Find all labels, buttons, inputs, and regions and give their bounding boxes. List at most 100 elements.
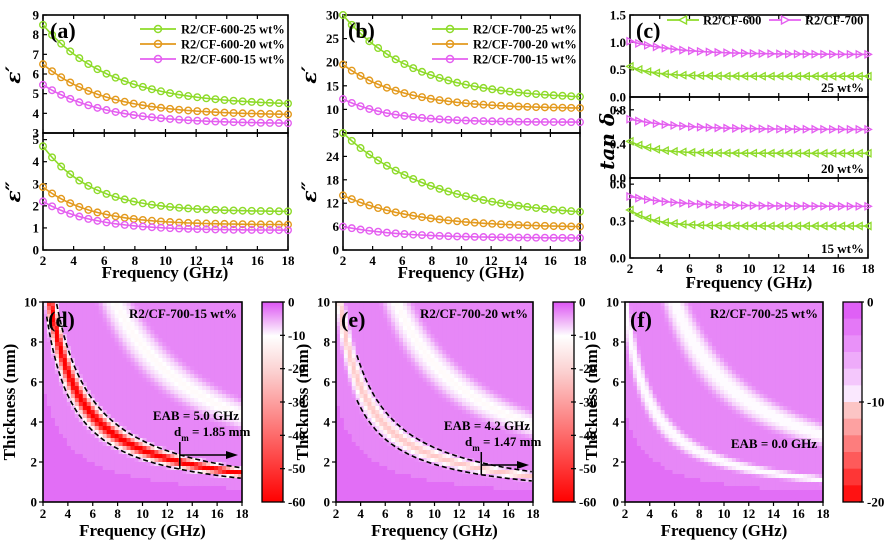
heat-cell <box>230 426 235 431</box>
heat-cell <box>458 334 463 339</box>
heat-cell <box>218 478 223 483</box>
heat-cell <box>130 478 136 483</box>
heat-cell <box>118 394 124 399</box>
data-point <box>549 91 558 100</box>
heat-cell <box>66 478 72 483</box>
heat-cell <box>182 342 187 347</box>
heat-cell <box>90 458 96 463</box>
data-point <box>864 49 873 59</box>
heat-cell <box>343 338 349 343</box>
heat-cell <box>70 306 76 311</box>
heat-cell <box>126 386 132 391</box>
heat-cell <box>430 366 436 371</box>
heat-cell <box>46 494 52 499</box>
heat-cell <box>182 374 187 379</box>
heat-cell <box>347 470 353 475</box>
heat-cell <box>379 338 384 343</box>
heat-cell <box>54 426 60 431</box>
heat-cell <box>122 366 128 371</box>
heat-cell <box>355 378 361 383</box>
heat-cell <box>138 470 144 475</box>
heat-cell <box>78 322 84 327</box>
heat-cell <box>198 430 203 435</box>
heat-cell <box>86 466 92 471</box>
heat-cell <box>343 342 349 347</box>
heat-cell <box>222 402 227 407</box>
heat-cell <box>355 314 361 319</box>
heat-cell <box>379 422 384 427</box>
heat-cell <box>86 474 92 479</box>
heat-cell <box>414 418 420 423</box>
heat-cell <box>355 342 361 347</box>
data-point <box>175 115 184 124</box>
data-point <box>811 49 820 59</box>
data-point <box>184 106 193 115</box>
heat-cell <box>238 374 242 379</box>
heat-cell <box>402 302 408 307</box>
heat-cell <box>442 458 447 463</box>
heat-cell <box>222 426 227 431</box>
heat-cell <box>234 334 239 339</box>
data-point <box>739 148 749 158</box>
heat-cell <box>166 394 171 399</box>
data-point <box>660 69 669 79</box>
data-point <box>147 200 156 209</box>
heat-cell <box>122 438 128 443</box>
heat-cell <box>142 454 148 459</box>
heat-cell <box>210 366 215 371</box>
heat-cell <box>170 342 175 347</box>
data-point <box>444 97 453 106</box>
heat-cell <box>158 318 163 323</box>
heat-cell <box>387 310 392 315</box>
heat-cell <box>114 390 120 395</box>
heat-cell <box>395 378 400 383</box>
heat-cell <box>118 446 124 451</box>
heat-cell <box>379 386 384 391</box>
heat-cell <box>387 398 392 403</box>
heat-cell <box>446 470 451 475</box>
heat-cell <box>134 362 140 367</box>
heat-cell <box>102 470 108 475</box>
heat-cell <box>110 386 116 391</box>
heat-cell <box>454 462 459 467</box>
panel-label-c: (c) <box>636 18 660 43</box>
heat-cell <box>210 474 215 479</box>
heat-cell <box>383 406 388 411</box>
heat-cell <box>222 370 227 375</box>
data-point <box>532 221 541 230</box>
heat-cell <box>170 306 175 311</box>
heat-cell <box>162 390 167 395</box>
heat-cell <box>347 462 353 467</box>
heat-cell <box>387 402 392 407</box>
heat-cell <box>367 482 373 487</box>
heat-cell <box>426 310 432 315</box>
data-point <box>229 108 238 117</box>
heat-cell <box>399 370 404 375</box>
heat-cell <box>162 338 167 343</box>
heat-cell <box>414 346 420 351</box>
heat-cell <box>86 402 92 407</box>
heat-cell <box>82 418 88 423</box>
heat-cell <box>446 442 451 447</box>
heat-cell <box>339 358 345 363</box>
heat-cell <box>387 422 392 427</box>
heat-cell <box>114 362 120 367</box>
heat-cell <box>210 302 215 307</box>
heat-cell <box>142 314 148 319</box>
heat-cell <box>170 334 175 339</box>
heat-cell <box>90 490 96 495</box>
data-point <box>633 140 643 150</box>
heat-cell <box>86 446 92 451</box>
heat-cell <box>375 366 380 371</box>
heat-cell <box>391 334 396 339</box>
heat-cell <box>202 490 207 495</box>
heat-cell <box>50 374 56 379</box>
heat-cell <box>118 474 124 479</box>
heat-cell <box>186 358 191 363</box>
heat-cell <box>339 338 345 343</box>
heat-cell <box>130 330 136 335</box>
heat-cell <box>154 370 160 375</box>
heat-cell <box>190 310 195 315</box>
heat-cell <box>54 382 60 387</box>
heat-cell <box>170 494 175 499</box>
